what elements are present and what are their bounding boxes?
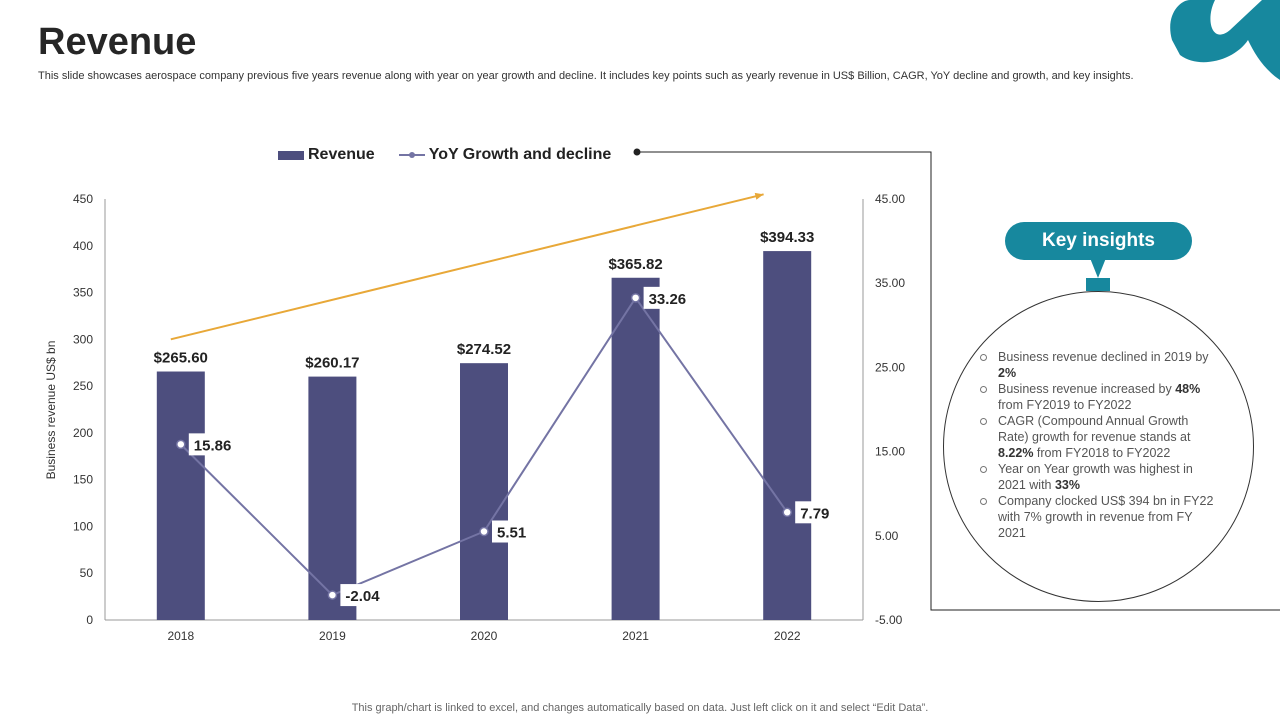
brand-swoosh [1170, 0, 1280, 80]
key-insights-list: Business revenue declined in 2019 by 2% B… [980, 349, 1220, 541]
x-tick-label: 2018 [167, 629, 194, 643]
insight-highlight: 2% [998, 366, 1017, 380]
yoy-data-label: 5.51 [497, 525, 526, 542]
legend-revenue-swatch [278, 150, 304, 160]
trend-arrow-head [754, 192, 764, 200]
insight-item: Company clocked US$ 394 bn in FY22 with … [980, 493, 1220, 541]
connector-line [637, 151, 1280, 611]
yoy-point [479, 526, 489, 537]
insight-item: Business revenue increased by 48% from F… [980, 381, 1220, 413]
x-tick-label: 2022 [774, 629, 801, 643]
y-tick-label: 50 [80, 566, 94, 580]
yoy-label-bg [795, 501, 838, 524]
y2-tick-label: 45.00 [875, 192, 905, 206]
revenue-data-label: $394.33 [760, 229, 814, 246]
revenue-data-label: $265.60 [154, 350, 208, 367]
insight-item: Business revenue declined in 2019 by 2% [980, 349, 1220, 381]
y-axis-label: Business revenue US$ bn [44, 341, 58, 480]
revenue-bar [763, 251, 812, 620]
badge-pointer [1090, 258, 1106, 278]
footer-note: This graph/chart is linked to excel, and… [351, 702, 929, 714]
legend-yoy: YoY Growth and decline [398, 146, 612, 164]
yoy-data-label: 33.26 [649, 291, 687, 308]
legend-yoy-label: YoY Growth and decline [428, 146, 612, 163]
insight-item: Year on Year growth was highest in 2021 … [980, 461, 1220, 493]
y-tick-label: 250 [73, 379, 93, 393]
insight-item: CAGR (Compound Annual Growth Rate) growt… [980, 413, 1220, 461]
legend-revenue: Revenue [278, 146, 375, 164]
x-tick-label: 2019 [319, 629, 346, 643]
key-insights-circle [943, 291, 1254, 602]
revenue-data-label: $365.82 [608, 256, 662, 273]
insight-highlight: 8.22% [998, 446, 1034, 460]
revenue-bar [156, 371, 205, 620]
yoy-data-label: 7.79 [800, 505, 829, 522]
trend-arrow-line [170, 193, 764, 341]
y-tick-label: 300 [73, 332, 93, 346]
y2-tick-label: 5.00 [875, 529, 899, 543]
yoy-label-bg [340, 584, 391, 607]
y2-tick-label: 15.00 [875, 445, 905, 459]
insight-highlight: 48% [1175, 382, 1201, 396]
legend-revenue-label: Revenue [308, 146, 375, 163]
key-insights-badge: Key insights [1005, 222, 1192, 260]
chart-legend: Revenue YoY Growth and decline [278, 146, 611, 164]
x-tick-label: 2021 [622, 629, 649, 643]
y-tick-label: 0 [86, 613, 93, 627]
yoy-point [176, 439, 186, 450]
yoy-point [327, 590, 338, 600]
yoy-point [782, 507, 792, 518]
yoy-data-label: -2.04 [345, 588, 380, 605]
yoy-data-label: 15.86 [194, 437, 232, 454]
x-tick-label: 2020 [471, 629, 498, 643]
yoy-point [630, 293, 641, 303]
decorative-logo [1170, 0, 1280, 80]
yoy-label-bg [188, 433, 240, 456]
y2-tick-label: 35.00 [875, 276, 905, 290]
y-tick-label: 450 [73, 192, 93, 206]
y2-tick-label: 25.00 [875, 360, 905, 374]
y-tick-label: 350 [73, 286, 93, 300]
yoy-label-bg [492, 520, 534, 543]
y-tick-label: 100 [73, 519, 93, 533]
revenue-bar [611, 277, 660, 620]
page-subtitle: This slide showcases aerospace company p… [38, 70, 1134, 82]
y-tick-label: 150 [73, 473, 93, 487]
revenue-data-label: $260.17 [305, 355, 359, 372]
revenue-bar [460, 363, 508, 620]
page-title: Revenue [38, 21, 197, 63]
y-tick-label: 200 [73, 426, 93, 440]
revenue-data-label: $274.52 [457, 341, 511, 358]
insight-highlight: 33% [1054, 478, 1081, 492]
badge-stem [1086, 278, 1110, 291]
yoy-label-bg [643, 286, 695, 309]
revenue-bar [308, 376, 357, 620]
y-tick-label: 400 [73, 239, 93, 253]
y2-tick-label: -5.00 [875, 613, 903, 627]
legend-yoy-swatch [398, 152, 425, 158]
